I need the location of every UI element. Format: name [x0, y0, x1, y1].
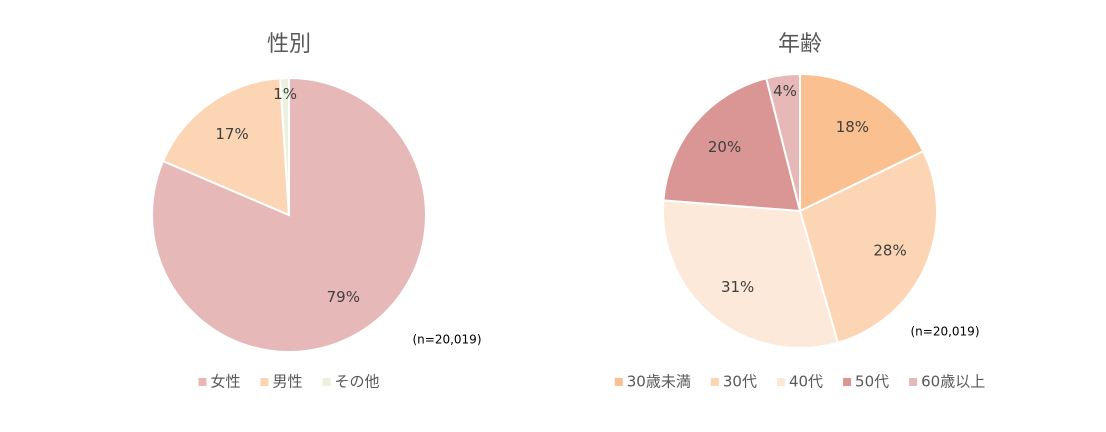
- chart-title: 年齢: [778, 32, 822, 57]
- pie-slice: [765, 72, 801, 212]
- legend-label: 60歳以上: [921, 373, 985, 391]
- legend-label: 30歳未満: [627, 373, 691, 391]
- legend-marker: [909, 378, 918, 386]
- data-label: 4%: [773, 82, 797, 100]
- pie-slice: [161, 77, 291, 217]
- legend-label: その他: [335, 373, 380, 391]
- pie-slice: [798, 149, 938, 344]
- legend-marker: [843, 378, 852, 386]
- legend-marker: [322, 378, 331, 386]
- legend-label: 女性: [210, 373, 240, 391]
- legend-label: 30代: [723, 373, 757, 391]
- data-label: 79%: [327, 288, 360, 306]
- data-label: 18%: [836, 118, 869, 136]
- legend-label: 40代: [789, 373, 823, 391]
- legend-marker: [776, 378, 785, 386]
- legend-marker: [198, 378, 207, 386]
- data-label: 17%: [215, 125, 248, 143]
- legend-marker: [260, 378, 269, 386]
- pie-slice: [279, 76, 290, 216]
- annotation: (n=20,019): [412, 333, 481, 347]
- data-label: 28%: [873, 242, 906, 260]
- pie-slice: [799, 72, 925, 213]
- legend-label: 50代: [855, 373, 889, 391]
- legend-label: 男性: [272, 373, 302, 391]
- legend-marker: [710, 378, 719, 386]
- data-label: 31%: [721, 278, 754, 296]
- annotation: (n=20,019): [910, 325, 979, 339]
- pie-slice: [662, 77, 802, 213]
- legend-marker: [614, 378, 623, 386]
- chart-title: 性別: [267, 32, 311, 57]
- data-label: 20%: [708, 138, 741, 156]
- pie-slice: [662, 199, 840, 349]
- data-label: 1%: [273, 85, 297, 103]
